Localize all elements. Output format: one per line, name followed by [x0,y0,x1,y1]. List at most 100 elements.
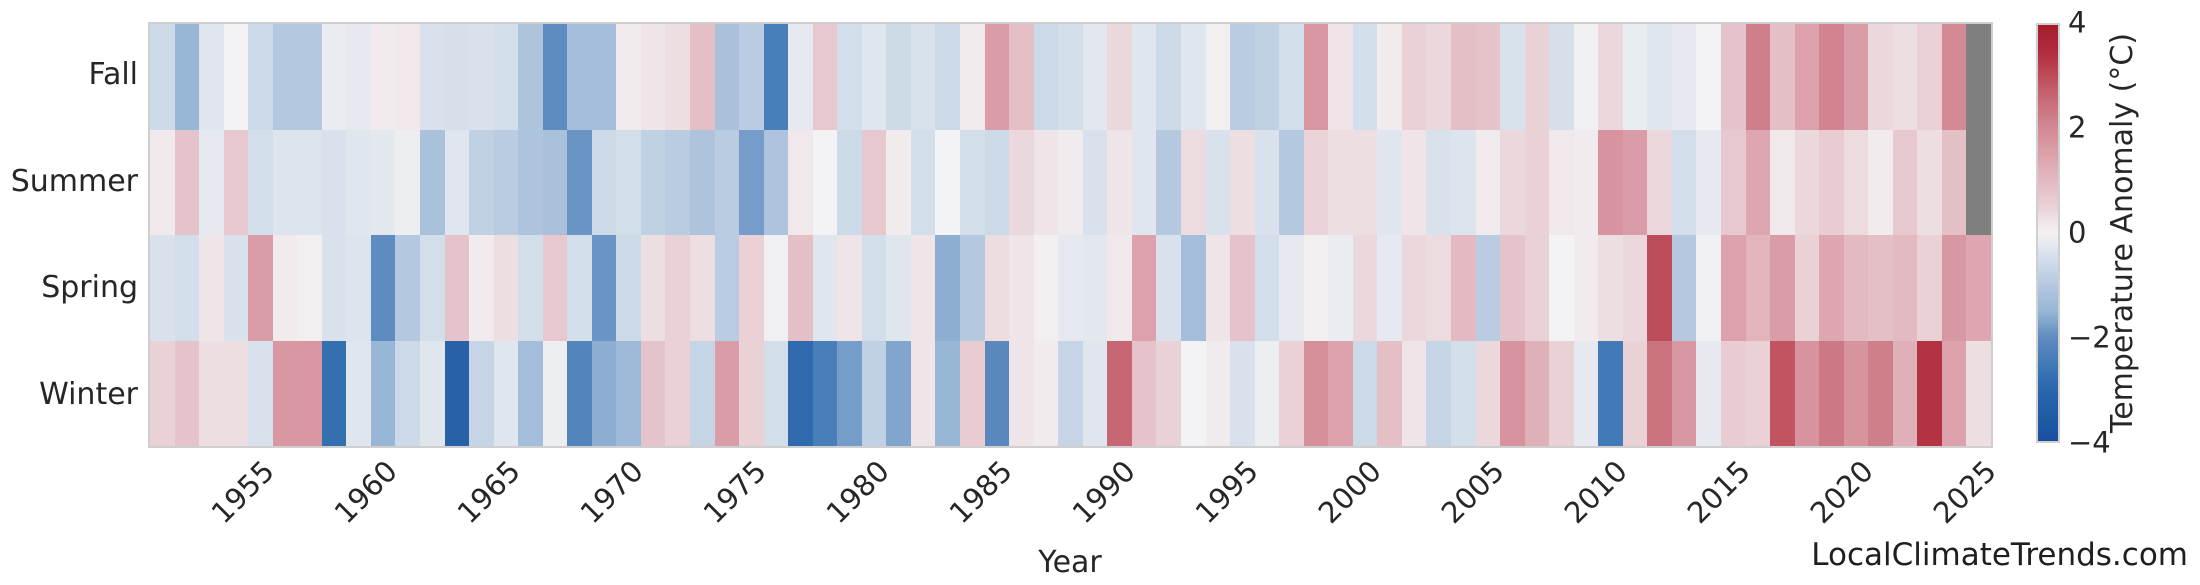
heatmap-cell [1082,340,1108,446]
x-tick-label: 1970 [573,453,650,531]
heatmap-cell [1107,24,1132,130]
heatmap-cell [1377,340,1402,446]
heatmap-cell [1254,24,1280,130]
heatmap-cell [1843,340,1869,446]
heatmap-cell [420,24,445,130]
heatmap-cell [886,129,911,235]
heatmap-cell [1892,24,1918,130]
heatmap-cell [223,129,249,235]
heatmap-cell [1426,235,1451,341]
x-tick-label: 1965 [450,453,527,531]
heatmap-cell [1892,129,1918,235]
heatmap-cell [1598,129,1623,235]
heatmap-cell [1917,129,1942,235]
heatmap-cell [1328,340,1353,446]
heatmap-cell [1573,340,1599,446]
heatmap-cell [567,24,592,130]
heatmap-cell [739,129,764,235]
heatmap-cell [493,235,519,341]
heatmap-cell [1819,24,1844,130]
heatmap-cell [1500,129,1525,235]
heatmap-cell [1549,24,1574,130]
x-tick-label: 2000 [1311,453,1388,531]
heatmap-cell [616,340,641,446]
heatmap-cell [1671,340,1697,446]
heatmap-cell [1426,129,1451,235]
heatmap-cell [861,24,887,130]
row-label-winter: Winter [39,376,138,412]
heatmap-cell [690,235,715,341]
heatmap-cell [1450,24,1476,130]
heatmap-cell [861,129,887,235]
heatmap-cell [812,235,838,341]
heatmap-cell [1696,235,1721,341]
heatmap-plot-area [148,22,1993,448]
heatmap-cell [199,24,224,130]
heatmap-cell [1892,340,1918,446]
heatmap-cell [1205,340,1231,446]
colorbar-tick-label: 4 [2068,5,2087,40]
heatmap-cell [1696,340,1721,446]
heatmap-cell [1917,24,1942,130]
heatmap-cell [1917,340,1942,446]
heatmap-cell [861,340,887,446]
x-tick-label: 2015 [1680,453,1757,531]
heatmap-cell [248,235,273,341]
heatmap-cell [1033,235,1059,341]
heatmap-cell [272,340,298,446]
heatmap-cell [960,129,985,235]
heatmap-cell [199,235,224,341]
heatmap-cell [395,129,420,235]
heatmap-cell [1303,235,1329,341]
heatmap-cell [837,129,862,235]
heatmap-cell [690,340,715,446]
heatmap-cell [1205,235,1231,341]
x-tick-label: 1990 [1065,453,1142,531]
heatmap-cell [812,340,838,446]
colorbar-tick-label: 0 [2068,215,2087,250]
heatmap-cell [1671,24,1697,130]
heatmap-cell [1794,340,1820,446]
heatmap-cell [1868,235,1893,341]
heatmap-cell [665,24,691,130]
heatmap-cell [493,24,519,130]
heatmap-cell [518,129,543,235]
heatmap-cell [1720,129,1746,235]
heatmap-cell [739,340,764,446]
colorbar-tick-label: −4 [2068,425,2111,460]
heatmap-cell [1156,340,1181,446]
heatmap-cell [1794,129,1820,235]
heatmap-cell [616,24,641,130]
heatmap-cell [1819,129,1844,235]
heatmap-cell [1598,235,1623,341]
heatmap-cell [370,235,396,341]
heatmap-cell [984,340,1010,446]
heatmap-cell [1622,24,1648,130]
heatmap-cell [1303,129,1329,235]
heatmap-cell [616,235,641,341]
heatmap-cell [1401,129,1427,235]
heatmap-cell [1156,235,1181,341]
heatmap-cell [1475,24,1501,130]
heatmap-cell [1598,340,1623,446]
heatmap-cell [960,235,985,341]
heatmap-cell [837,340,862,446]
heatmap-cell [763,235,789,341]
heatmap-cell [248,340,273,446]
heatmap-cell [1009,340,1034,446]
heatmap-cell [1352,129,1378,235]
heatmap-cell [370,340,396,446]
heatmap-cell [714,24,740,130]
heatmap-cell [1009,24,1034,130]
heatmap-cell [1475,340,1501,446]
x-tick-label: 1960 [327,453,404,531]
heatmap-cell [960,340,985,446]
heatmap-cell [469,235,494,341]
heatmap-cell [1794,24,1820,130]
heatmap-cell [272,24,298,130]
heatmap-cell [297,235,322,341]
heatmap-cell [420,129,445,235]
heatmap-cell [1180,129,1206,235]
watermark-text: LocalClimateTrends.com [1811,537,2188,573]
heatmap-cell [444,24,470,130]
